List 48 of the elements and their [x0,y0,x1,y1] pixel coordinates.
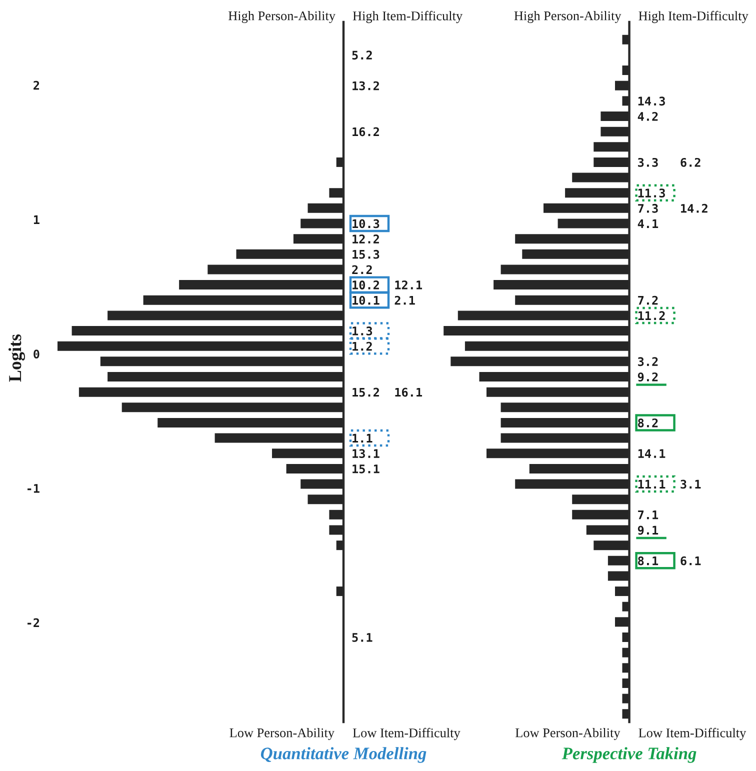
y-tick-label: 11.2 [638,311,665,320]
y-tick-label: 15.1 [352,464,380,474]
y-tick-label: 13.1 [352,449,380,458]
y-tick-label: 13.2 [352,81,379,90]
text: Low Item-Difficulty [638,728,746,740]
y-tick-label: 14.1 [638,449,666,458]
y-tick-label: 12.2 [352,234,379,244]
y2-axis-title: Logits [8,334,25,382]
y-tick-label: 3.2 [638,357,658,366]
text: Low Person-Ability [230,728,334,740]
y-tick-label: 9.1 [638,526,658,535]
y-tick-label: 1.1 [352,434,372,443]
y-tick-label: 1.2 [352,342,372,351]
text: Low Person-Ability [516,728,620,740]
y-tick-label: 5.2 [352,50,372,60]
y-tick-label: 11.1 3.1 [638,480,701,489]
y-tick-label: 9.2 [638,372,658,382]
y-tick-label: 10.2 12.1 [352,280,422,290]
y-tick-label: 4.1 [638,219,658,228]
annotation: High Person-Ability [514,11,622,23]
y-tick-label: 16.2 [352,127,379,136]
y2-tick-label: -1 [28,484,40,493]
y2-tick-label: 1 [34,215,40,224]
y-tick-label: 10.1 2.1 [352,296,415,305]
y-tick-label: 15.2 16.1 [352,388,422,397]
y2-tick-label: 2 [34,80,40,90]
text: Perspective Taking [562,747,696,763]
y-tick-label: 11.3 [638,188,665,198]
y-tick-label: 4.2 [638,112,658,121]
y-tick-label: 14.3 [638,96,665,106]
y-tick-label: 2.2 [352,265,372,274]
annotation: High Person-Ability [228,11,336,23]
y2-tick-label: -2 [28,618,40,628]
text: High Item-Difficulty [638,10,748,24]
y-tick-label: 7.3 14.2 [638,204,708,213]
y-tick-label: 3.3 6.2 [638,158,700,167]
y-tick-label: 8.1 6.1 [638,556,701,566]
y-tick-label: 10.3 [352,219,380,228]
y-tick-label: 7.2 [638,296,658,305]
y-tick-label: 8.2 [638,418,658,428]
y-tick-label: 7.1 [638,510,658,520]
annotation: High Item-Difficulty [352,10,463,24]
text: Quantitative Modelling [260,747,426,763]
y2-tick-label: 0 [34,350,40,359]
y-tick-label: 5.1 [352,633,372,642]
y-tick-label: 1.3 [352,326,372,336]
text: Low Item-Difficulty [352,728,460,740]
y-tick-label: 15.3 [352,250,380,259]
